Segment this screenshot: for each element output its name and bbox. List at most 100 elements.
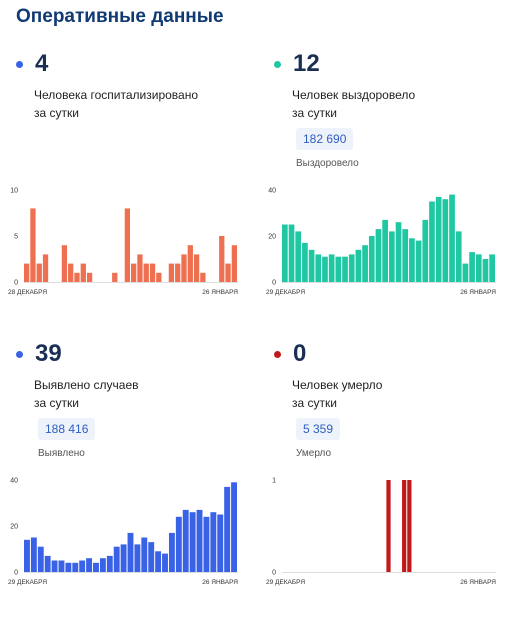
stat-description: Выявлено случаев за сутки — [34, 376, 234, 412]
chart-bar — [44, 555, 51, 572]
cases-bar-chart: 0 20 40 29 ДЕКАБРЯ 26 ЯНВАРЯ — [8, 478, 238, 587]
hospitalized-bar-chart: 0 5 10 28 ДЕКАБРЯ 26 ЯНВАРЯ — [8, 188, 238, 297]
chart-bar — [395, 222, 402, 282]
chart-bar — [288, 224, 295, 282]
chart-bar — [282, 224, 288, 282]
stat-description: Человек умерло за сутки — [292, 376, 492, 412]
y-tick-label: 20 — [268, 234, 276, 241]
chart-bar — [61, 245, 68, 282]
chart-bar — [86, 558, 93, 572]
panel-recovered: 12 Человек выздоровело за сутки 182 690 … — [264, 40, 504, 330]
chart-bar — [74, 272, 80, 282]
stat-description-line2: за сутки — [292, 396, 337, 410]
x-tick-label: 26 ЯНВАРЯ — [202, 289, 238, 296]
y-tick-label: 0 — [272, 280, 276, 287]
chart-bar — [422, 219, 429, 282]
total-count-badge: 5 359 — [296, 418, 341, 440]
chart-bar — [127, 532, 134, 572]
y-tick-label: 0 — [14, 280, 18, 287]
chart-bar — [36, 263, 42, 282]
chart-bar — [175, 516, 182, 572]
chart-bar — [224, 486, 231, 572]
chart-bar — [475, 254, 482, 282]
chart-bar — [181, 254, 187, 282]
stat-value: 39 — [35, 340, 62, 367]
chart-bar — [469, 252, 475, 282]
chart-bar — [30, 537, 37, 572]
chart-bar — [156, 272, 162, 282]
chart-bar — [124, 208, 130, 282]
chart-bar — [482, 259, 489, 282]
deaths-bar-chart: 0 1 29 ДЕКАБРЯ 26 ЯНВАРЯ — [266, 478, 496, 587]
chart-bar — [42, 254, 49, 282]
chart-bar — [429, 201, 435, 282]
y-tick-label: 10 — [10, 188, 18, 195]
chart-bar — [72, 562, 79, 572]
chart-bar — [51, 560, 58, 572]
chart-bar — [219, 236, 225, 282]
page-title: Оперативные данные — [16, 6, 224, 27]
status-dot — [274, 350, 281, 358]
chart-bar — [113, 546, 120, 572]
panel-cases: 39 Выявлено случаев за сутки 188 416 Выя… — [6, 330, 246, 620]
status-dot — [274, 60, 281, 68]
chart-bar — [210, 512, 217, 572]
chart-bar — [93, 562, 99, 572]
chart-bar — [348, 254, 355, 282]
x-tick-label: 29 ДЕКАБРЯ — [8, 579, 47, 586]
stat-description-line2: за сутки — [292, 106, 337, 120]
chart-bar — [295, 231, 302, 282]
chart-bar — [308, 249, 315, 282]
chart-bar — [131, 263, 137, 282]
panel-hospitalized: 4 Человека госпитализировано за сутки 0 5… — [6, 40, 246, 330]
chart-bar — [231, 245, 237, 282]
chart-bar — [175, 263, 181, 282]
chart-bar — [489, 254, 495, 282]
chart-bar — [141, 537, 148, 572]
chart-bar — [200, 272, 206, 282]
chart-bar — [120, 544, 127, 572]
chart-bar — [335, 256, 342, 282]
chart-bar — [149, 263, 156, 282]
y-tick-label: 0 — [14, 570, 18, 577]
chart-bar — [355, 249, 362, 282]
chart-bar — [225, 263, 231, 282]
chart-bar — [203, 516, 210, 572]
chart-bar — [196, 509, 203, 572]
chart-bar — [137, 254, 143, 282]
total-count-label: Выявлено — [38, 448, 85, 459]
chart-bar — [389, 231, 395, 282]
chart-bar — [415, 240, 422, 282]
chart-bar — [435, 196, 442, 282]
x-tick-label: 29 ДЕКАБРЯ — [266, 579, 305, 586]
chart-bar — [315, 254, 322, 282]
stat-description-line1: Человека госпитализировано — [34, 88, 199, 102]
chart-bar — [409, 238, 415, 282]
chart-bar — [407, 480, 412, 572]
chart-bar — [79, 560, 86, 572]
stat-description-line1: Человек выздоровело — [292, 88, 416, 102]
status-dot — [16, 60, 23, 68]
chart-bar — [143, 263, 149, 282]
chart-bar — [189, 512, 196, 572]
chart-bar — [65, 562, 72, 572]
stat-value: 12 — [293, 50, 320, 77]
chart-bar — [24, 539, 30, 572]
y-tick-label: 1 — [272, 478, 276, 485]
chart-bar — [30, 208, 36, 282]
chart-bar — [362, 245, 368, 282]
chart-bar — [368, 236, 375, 282]
chart-bar — [375, 229, 382, 282]
stat-value: 0 — [293, 340, 307, 367]
chart-bar — [80, 263, 86, 282]
stat-description: Человек выздоровело за сутки — [292, 86, 492, 122]
chart-bar — [106, 555, 113, 572]
chart-bar — [134, 544, 141, 572]
stat-value-row: 39 — [16, 340, 62, 368]
chart-bar — [112, 272, 118, 282]
chart-bar — [24, 263, 30, 282]
chart-bar — [193, 254, 200, 282]
chart-bar — [217, 514, 224, 572]
chart-bar — [328, 254, 335, 282]
x-tick-label: 26 ЯНВАРЯ — [460, 579, 496, 586]
